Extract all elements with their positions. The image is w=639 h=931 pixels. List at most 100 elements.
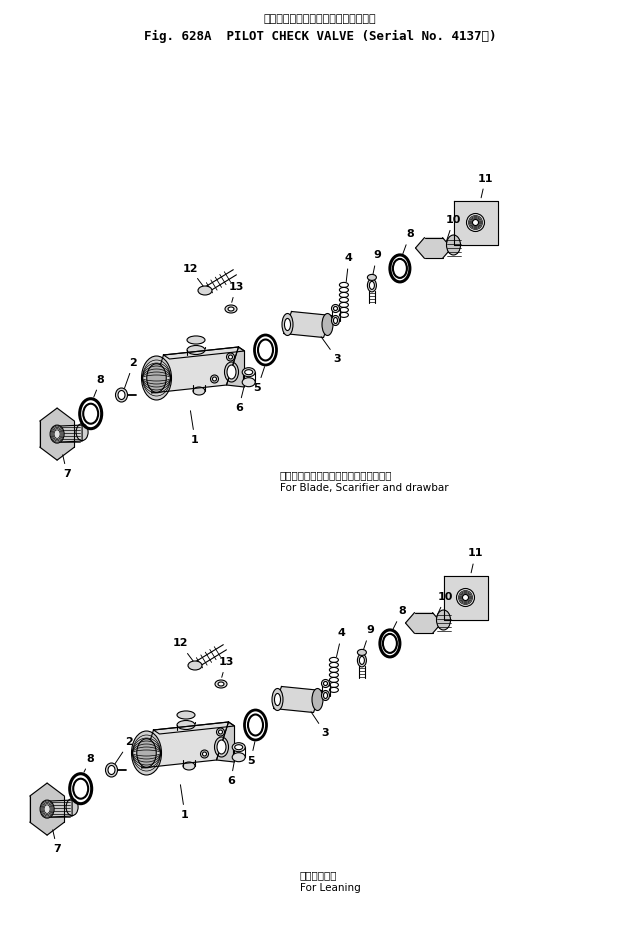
Ellipse shape xyxy=(188,661,202,670)
Text: 12: 12 xyxy=(182,263,206,290)
Ellipse shape xyxy=(323,693,328,698)
Polygon shape xyxy=(30,783,47,809)
Ellipse shape xyxy=(203,752,206,756)
Polygon shape xyxy=(141,722,229,768)
Polygon shape xyxy=(47,783,65,809)
Polygon shape xyxy=(433,237,452,248)
Polygon shape xyxy=(47,796,65,822)
Ellipse shape xyxy=(225,305,237,313)
Text: 8: 8 xyxy=(84,754,95,772)
Polygon shape xyxy=(217,722,235,762)
Text: For Leaning: For Leaning xyxy=(300,883,361,893)
Polygon shape xyxy=(406,613,424,623)
Ellipse shape xyxy=(272,689,283,710)
Text: 8: 8 xyxy=(403,229,414,254)
Ellipse shape xyxy=(213,377,217,381)
Polygon shape xyxy=(30,796,47,822)
Polygon shape xyxy=(406,623,424,633)
Ellipse shape xyxy=(217,728,224,736)
Ellipse shape xyxy=(227,365,236,379)
Ellipse shape xyxy=(226,353,235,361)
Ellipse shape xyxy=(229,355,233,359)
Polygon shape xyxy=(415,237,433,248)
Text: 2: 2 xyxy=(125,358,137,388)
Ellipse shape xyxy=(472,220,479,225)
Ellipse shape xyxy=(40,800,54,818)
Text: 7: 7 xyxy=(52,830,61,854)
Ellipse shape xyxy=(215,680,227,688)
Polygon shape xyxy=(424,613,442,623)
Ellipse shape xyxy=(284,318,291,331)
Polygon shape xyxy=(284,312,332,338)
Polygon shape xyxy=(424,248,442,259)
Ellipse shape xyxy=(321,691,330,700)
Ellipse shape xyxy=(147,364,166,392)
Ellipse shape xyxy=(436,610,450,630)
Text: ブレード、スカリファイヤ、ドローバ用: ブレード、スカリファイヤ、ドローバ用 xyxy=(280,470,392,480)
Polygon shape xyxy=(30,809,47,835)
Ellipse shape xyxy=(118,390,125,399)
Polygon shape xyxy=(47,800,72,817)
Polygon shape xyxy=(415,623,433,633)
Ellipse shape xyxy=(463,595,468,600)
Text: 6: 6 xyxy=(227,762,235,786)
Text: 12: 12 xyxy=(173,639,196,666)
Ellipse shape xyxy=(141,356,171,400)
Ellipse shape xyxy=(201,750,208,758)
Text: Fig. 628A  PILOT CHECK VALVE (Serial No. 4137～): Fig. 628A PILOT CHECK VALVE (Serial No. … xyxy=(144,30,497,43)
Text: 2: 2 xyxy=(115,737,134,763)
Text: 13: 13 xyxy=(219,657,234,678)
Ellipse shape xyxy=(76,424,88,440)
Ellipse shape xyxy=(228,307,234,311)
Text: 10: 10 xyxy=(436,592,453,616)
Ellipse shape xyxy=(321,680,330,687)
Ellipse shape xyxy=(108,765,115,775)
Ellipse shape xyxy=(137,738,157,767)
Text: 7: 7 xyxy=(63,455,71,479)
Ellipse shape xyxy=(334,317,337,323)
Polygon shape xyxy=(443,575,488,619)
Ellipse shape xyxy=(219,730,222,734)
Ellipse shape xyxy=(367,275,376,280)
Text: 6: 6 xyxy=(235,387,244,413)
Text: 11: 11 xyxy=(468,548,483,573)
Ellipse shape xyxy=(224,362,238,382)
Ellipse shape xyxy=(235,745,243,749)
Text: 13: 13 xyxy=(228,282,243,303)
Ellipse shape xyxy=(198,286,212,295)
Ellipse shape xyxy=(218,682,224,686)
Polygon shape xyxy=(164,347,245,359)
Polygon shape xyxy=(47,809,65,835)
Ellipse shape xyxy=(183,762,195,770)
Ellipse shape xyxy=(323,681,328,685)
Ellipse shape xyxy=(193,387,205,395)
Ellipse shape xyxy=(369,281,374,290)
Ellipse shape xyxy=(357,650,366,655)
Text: 8: 8 xyxy=(94,374,105,398)
Polygon shape xyxy=(424,237,442,248)
Ellipse shape xyxy=(245,370,252,374)
Ellipse shape xyxy=(116,388,128,402)
Ellipse shape xyxy=(334,306,337,311)
Text: 11: 11 xyxy=(478,173,493,197)
Text: 4: 4 xyxy=(337,628,346,656)
Ellipse shape xyxy=(187,345,205,355)
Ellipse shape xyxy=(322,314,333,335)
Ellipse shape xyxy=(466,213,484,232)
Ellipse shape xyxy=(456,588,475,606)
Ellipse shape xyxy=(177,721,195,730)
Ellipse shape xyxy=(105,763,118,777)
Polygon shape xyxy=(40,434,57,460)
Text: 1: 1 xyxy=(190,411,199,445)
Text: 9: 9 xyxy=(363,626,374,652)
Ellipse shape xyxy=(66,799,78,816)
Ellipse shape xyxy=(282,314,293,335)
Ellipse shape xyxy=(177,711,195,719)
Text: 1: 1 xyxy=(180,785,189,820)
Ellipse shape xyxy=(367,279,376,292)
Ellipse shape xyxy=(332,316,339,326)
Ellipse shape xyxy=(242,378,255,386)
Ellipse shape xyxy=(187,336,205,344)
Polygon shape xyxy=(433,248,452,259)
Polygon shape xyxy=(153,722,235,734)
